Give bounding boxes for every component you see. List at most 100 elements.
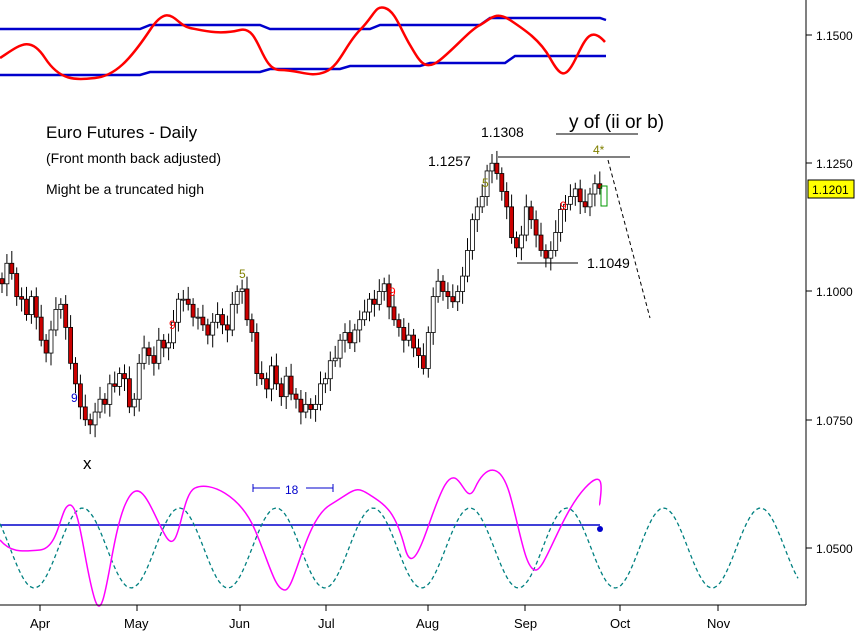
candle [391, 294, 397, 326]
candle [200, 304, 206, 332]
candle [411, 328, 417, 358]
candle [33, 287, 39, 330]
wave-label-x: x [83, 454, 92, 473]
candle [313, 395, 319, 422]
projected-cycle-line [0, 507, 799, 589]
x-label-apr: Apr [30, 616, 51, 631]
candle [244, 276, 250, 326]
candle [175, 293, 181, 332]
x-label-oct: Oct [610, 616, 631, 631]
candle [92, 402, 98, 438]
annotation-overlays [600, 185, 608, 207]
candle [474, 197, 480, 232]
candle [367, 293, 372, 322]
candle [38, 304, 44, 347]
candle [298, 389, 304, 425]
candle [97, 386, 103, 419]
candle [303, 392, 309, 419]
candle [489, 154, 495, 184]
candle [420, 343, 426, 375]
count-marker-9-blue: 9 [71, 391, 78, 405]
candle [68, 315, 73, 370]
candle [460, 266, 466, 304]
y-tick-label-1250: 1.1250 [816, 157, 853, 171]
candle [180, 289, 186, 312]
candle [239, 279, 245, 304]
chart-note: Might be a truncated high [46, 181, 204, 197]
candle [342, 323, 348, 353]
candle [455, 285, 461, 311]
candle [215, 302, 221, 329]
x-label-nov: Nov [707, 616, 731, 631]
candle [205, 318, 211, 345]
candle [14, 267, 20, 306]
candle [293, 387, 299, 409]
candle [308, 398, 314, 419]
candle [479, 184, 485, 214]
candle [592, 174, 598, 207]
candle [63, 295, 69, 340]
candle [141, 335, 147, 370]
candle [161, 334, 167, 358]
candle [577, 179, 583, 215]
candle [19, 287, 25, 312]
candle [151, 346, 157, 376]
candle [210, 313, 216, 348]
candle [112, 371, 118, 393]
candle [171, 309, 176, 349]
y-tick-label-1000: 1.1000 [816, 285, 853, 299]
candle [48, 320, 54, 366]
top-band-oscillator-panel [0, 6, 607, 81]
candle [337, 334, 343, 368]
candle [504, 182, 510, 220]
candle [568, 184, 573, 211]
cycle-end-dot [597, 526, 603, 532]
candle [264, 372, 270, 399]
upper-band-line [0, 16, 607, 31]
candle [136, 354, 142, 412]
candle [78, 374, 83, 420]
cycle-length-marker: 18 [252, 480, 334, 497]
candle [249, 313, 255, 342]
candle [558, 203, 563, 242]
count-marker-5-aug: 5 [482, 176, 489, 190]
candle [224, 315, 230, 343]
candle [73, 357, 78, 394]
candle [322, 372, 328, 394]
candle [347, 320, 353, 349]
candle [273, 353, 279, 390]
wave-label-5: 5 [239, 267, 246, 281]
annotation-1049: 1.1049 [587, 255, 630, 271]
candle [4, 254, 10, 297]
candle [127, 366, 132, 414]
candle [538, 222, 544, 257]
candle [543, 244, 549, 268]
candle [278, 377, 284, 406]
annotation-1308: 1.1308 [481, 124, 524, 140]
candle [401, 318, 407, 353]
candle [352, 323, 358, 353]
candle [166, 333, 172, 361]
candle [332, 345, 338, 367]
candle [563, 195, 568, 222]
current-price-label: 1.1201 [812, 183, 849, 197]
candle [440, 275, 446, 301]
candle [362, 299, 368, 326]
candle [572, 182, 578, 206]
chart-subtitle: (Front month back adjusted) [46, 150, 221, 166]
candle [43, 334, 49, 363]
candle [288, 363, 294, 401]
wave-label-4-star: 4* [593, 143, 605, 157]
candle [416, 338, 421, 368]
candle [425, 326, 431, 378]
candle [131, 393, 137, 417]
lower-band-line [0, 54, 606, 77]
candle [465, 238, 470, 283]
candle [229, 292, 235, 337]
candle [269, 356, 274, 402]
candle [357, 310, 363, 343]
candle [9, 250, 15, 280]
x-label-jul: Jul [318, 616, 335, 631]
chart-title: Euro Futures - Daily [46, 123, 198, 142]
